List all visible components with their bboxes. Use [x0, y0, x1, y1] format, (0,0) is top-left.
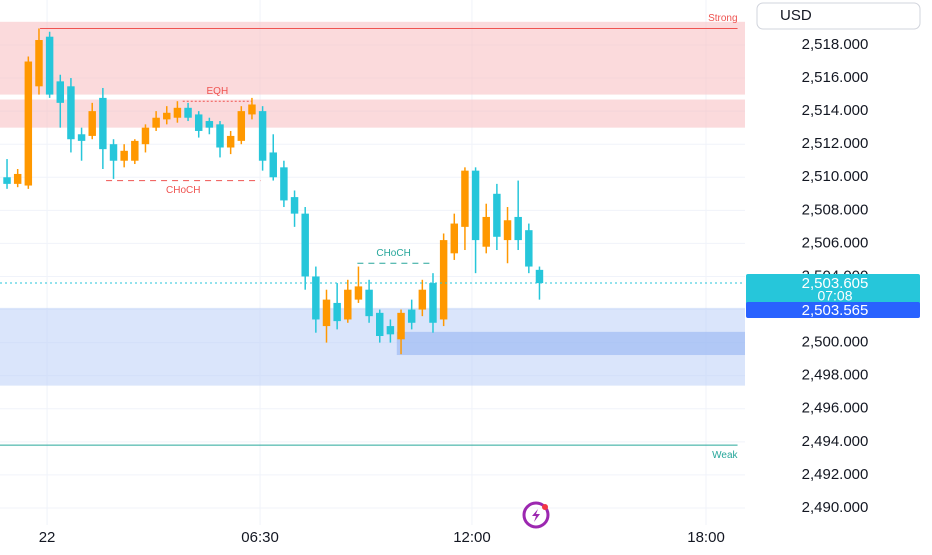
y-tick-label: 2,494.000 — [802, 433, 869, 450]
candle-body — [173, 107, 182, 118]
candle-body — [290, 197, 299, 214]
candle-body — [322, 299, 331, 327]
candle-body — [99, 97, 107, 150]
candle-body — [503, 220, 512, 241]
candle-body — [418, 289, 427, 310]
candle-body — [376, 312, 384, 336]
level-label: EQH — [207, 86, 229, 97]
candle-body — [205, 121, 214, 128]
x-tick-label: 12:00 — [453, 529, 491, 546]
x-tick-label: 18:00 — [687, 529, 725, 546]
candle-body — [120, 150, 128, 161]
candle-body — [248, 104, 256, 115]
level-label: Weak — [712, 450, 738, 461]
y-tick-label: 2,490.000 — [802, 499, 869, 516]
candle-body — [152, 117, 160, 128]
candle-body — [109, 144, 118, 161]
y-tick-label: 2,498.000 — [802, 367, 869, 384]
level-label: Strong — [708, 13, 737, 24]
candle-body — [269, 152, 277, 178]
candle-body — [354, 286, 363, 300]
x-tick-label: 22 — [39, 529, 56, 546]
last-price: 2,503.605 — [802, 275, 869, 292]
y-tick-label: 2,492.000 — [802, 466, 869, 483]
y-tick-label: 2,508.000 — [802, 201, 869, 218]
y-tick-label: 2,512.000 — [802, 135, 869, 152]
countdown: 07:08 — [817, 288, 852, 304]
currency[interactable]: USD — [780, 7, 812, 24]
x-tick-label: 06:30 — [241, 529, 279, 546]
candle-body — [461, 170, 469, 227]
last-price-box — [746, 274, 920, 307]
candle-body — [333, 302, 341, 322]
candle-body — [13, 173, 22, 184]
candle-body — [237, 111, 246, 141]
candle-body — [535, 269, 544, 284]
candle-body — [397, 312, 405, 340]
candle-body — [141, 127, 150, 145]
level-label: CHoCH — [166, 185, 200, 196]
candle-body — [24, 61, 33, 186]
candle-body — [194, 114, 203, 131]
candle-body — [131, 140, 139, 161]
candle-body — [280, 167, 288, 201]
candle-body — [301, 213, 309, 277]
candle-body — [216, 124, 224, 148]
zone — [0, 21, 745, 95]
candle-body — [514, 216, 522, 241]
y-tick-label: 2,506.000 — [802, 234, 869, 251]
candle-body — [67, 86, 75, 140]
bid-price-box — [746, 302, 920, 319]
candle-body — [56, 81, 65, 103]
logo — [522, 501, 550, 529]
level-label: CHoCH — [376, 248, 410, 259]
candle-body — [45, 36, 54, 95]
candle-body — [344, 289, 352, 320]
candle-body — [493, 193, 501, 237]
y-tick-label: 2,510.000 — [802, 168, 869, 185]
y-tick-label: 2,518.000 — [802, 36, 869, 53]
candle-body — [386, 326, 395, 335]
candle-body — [471, 170, 480, 241]
candle-body — [525, 230, 533, 267]
candle-body — [407, 309, 416, 323]
zone — [396, 331, 745, 356]
candle-body — [429, 283, 437, 323]
candle-body — [88, 111, 96, 136]
candle-body — [184, 107, 192, 118]
candle-body — [482, 216, 490, 247]
bid-price: 2,503.565 — [802, 302, 869, 319]
candle-body — [312, 276, 320, 320]
y-tick-label: 2,516.000 — [802, 69, 869, 86]
candle-body — [450, 223, 459, 254]
candle-body — [258, 111, 267, 161]
y-tick-label: 2,496.000 — [802, 400, 869, 417]
y-tick-label: 2,500.000 — [802, 334, 869, 351]
candle-body — [35, 40, 43, 87]
currency-button[interactable] — [756, 2, 921, 30]
y-tick-label: 2,514.000 — [802, 102, 869, 119]
zone — [0, 99, 745, 128]
candle-body — [163, 112, 171, 120]
candle-body — [365, 289, 373, 317]
candle-body — [439, 240, 448, 320]
candle-body — [77, 134, 86, 141]
candle-body — [3, 177, 11, 184]
candle-body — [226, 135, 235, 148]
